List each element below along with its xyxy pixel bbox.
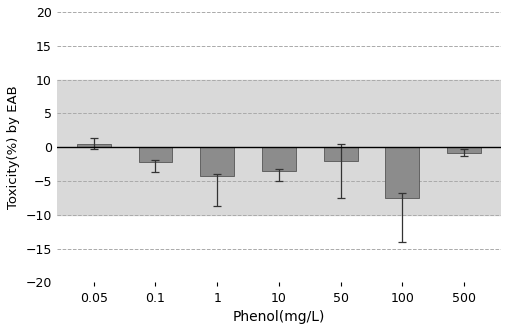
Bar [386,147,419,198]
Bar [57,79,501,215]
Bar [139,147,172,162]
Bar [324,147,358,161]
Bar [262,147,296,171]
X-axis label: Phenol(mg/L): Phenol(mg/L) [233,310,325,324]
Bar [447,147,481,153]
Bar [77,144,111,147]
Bar [200,147,234,176]
Y-axis label: Toxicity(%) by EAB: Toxicity(%) by EAB [7,85,20,209]
